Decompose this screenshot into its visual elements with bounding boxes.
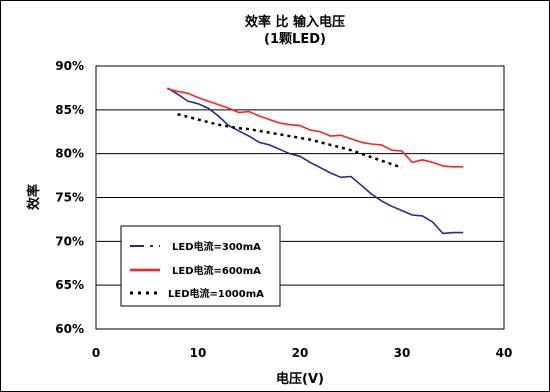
y-tick-label: 85% [55, 103, 84, 117]
y-tick-label: 80% [55, 147, 84, 161]
series-lines [166, 87, 464, 235]
x-tick-label: 30 [394, 346, 411, 360]
y-tick-label: 90% [55, 59, 84, 73]
chart-subtitle: (1颗LED) [264, 32, 326, 47]
chart-title: 效率 比 输入电压 [245, 14, 345, 30]
y-tick-label: 60% [55, 322, 84, 336]
y-axis-label: 效率 [26, 184, 42, 210]
legend-box [120, 225, 281, 307]
series-line-1 [167, 88, 464, 168]
x-tick-label: 20 [292, 346, 309, 360]
y-tick-label: 75% [55, 191, 84, 205]
legend: LED电流=300mA LED电流=600mA LED电流=1000mA [120, 225, 281, 307]
x-tick-label: 40 [496, 346, 513, 360]
series-line-0 [166, 87, 464, 235]
y-tick-label: 70% [55, 234, 84, 248]
x-tick-label: 10 [190, 346, 207, 360]
x-tick-label: 0 [92, 346, 100, 360]
legend-label-600ma: LED电流=600mA [172, 264, 261, 277]
legend-label-300ma: LED电流=300mA [172, 240, 261, 253]
x-axis-label: 电压(V) [276, 371, 324, 387]
y-tick-labels: 60% 65% 70% 75% 80% 85% 90% [55, 59, 84, 336]
series-line-2 [177, 112, 403, 169]
y-tick-label: 65% [55, 278, 84, 292]
legend-label-1000ma: LED电流=1000mA [168, 287, 264, 300]
x-tick-labels: 0 10 20 30 40 [92, 346, 513, 360]
